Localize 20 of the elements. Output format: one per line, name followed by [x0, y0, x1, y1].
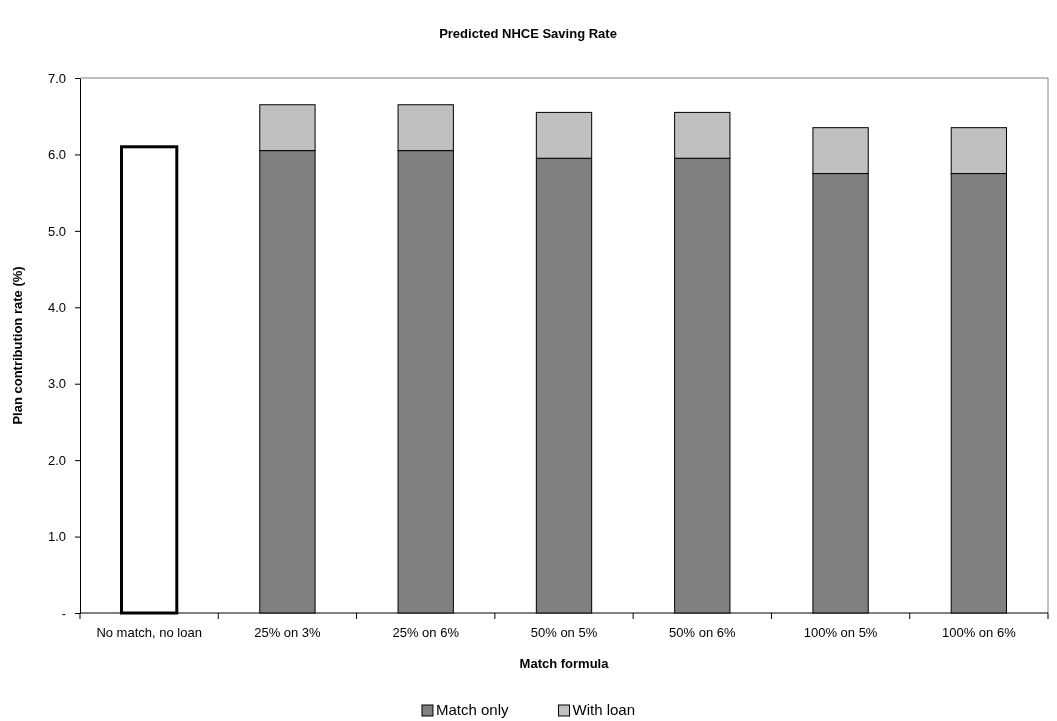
- x-tick-label: 100% on 6%: [941, 625, 1017, 640]
- y-tick-label: 4.0: [47, 299, 66, 315]
- chart-title: Predicted NHCE Saving Rate: [439, 26, 617, 41]
- x-tick-label: 50% on 6%: [669, 625, 736, 640]
- y-tick-label: 7.0: [47, 70, 66, 86]
- x-tick-label: 25% on 6%: [392, 625, 460, 640]
- x-axis-title: Match formula: [519, 656, 610, 671]
- y-tick-label: 1.0: [47, 529, 66, 545]
- y-tick-label: -: [61, 605, 66, 621]
- y-tick-label: 6.0: [47, 147, 66, 163]
- legend-label: Match only: [435, 701, 509, 718]
- x-tick-label: 25% on 3%: [254, 625, 322, 640]
- y-tick-label: 2.0: [47, 452, 66, 468]
- y-axis-title: Plan contribution rate (%): [10, 266, 25, 425]
- x-tick-label: 100% on 5%: [803, 625, 878, 640]
- x-tick-label: 50% on 5%: [530, 625, 598, 640]
- y-tick-label: 3.0: [47, 376, 66, 392]
- y-tick-label: 5.0: [47, 223, 66, 239]
- x-tick-label: No match, no loan: [96, 625, 202, 640]
- legend-label: With loan: [572, 701, 636, 718]
